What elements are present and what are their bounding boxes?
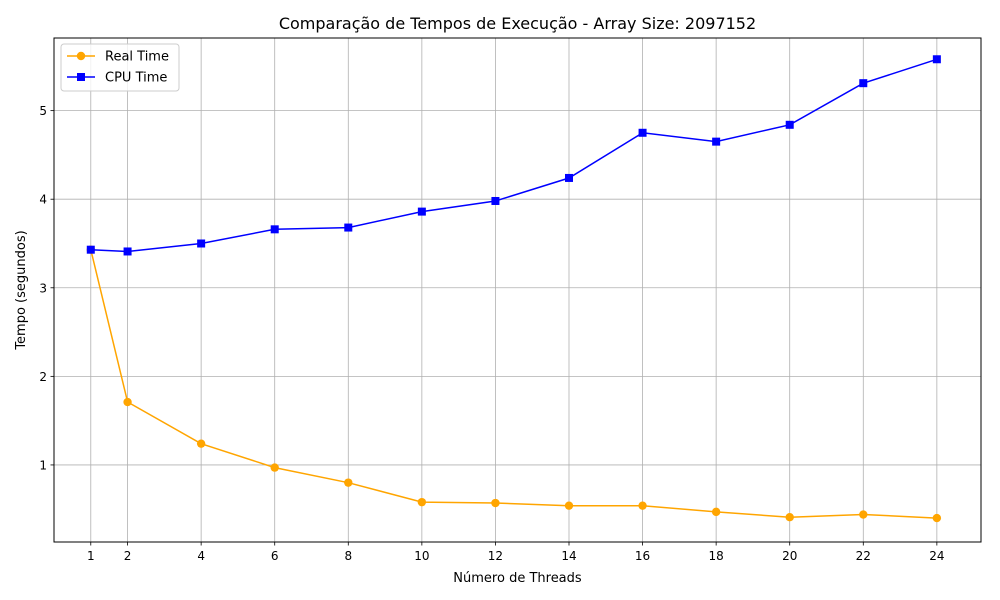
x-tick-label: 20 [782, 549, 797, 563]
data-point [712, 137, 721, 146]
data-point [491, 196, 500, 205]
plot-frame [53, 37, 982, 543]
data-point [86, 245, 95, 254]
x-tick-label: 24 [929, 549, 944, 563]
data-point [491, 498, 500, 508]
x-tick-label: 10 [414, 549, 429, 563]
x-axis-label: Número de Threads [453, 571, 582, 586]
data-point [344, 223, 353, 232]
y-tick-label: 2 [39, 370, 47, 384]
data-point [859, 79, 868, 88]
grid [54, 38, 981, 542]
data-point [123, 397, 132, 407]
data-point [785, 512, 794, 522]
y-tick-label: 3 [39, 281, 47, 295]
series-cpu-time [86, 55, 941, 256]
x-tick-label: 22 [856, 549, 871, 563]
data-point [417, 497, 427, 507]
legend-label: Real Time [105, 50, 169, 65]
legend-marker [76, 51, 86, 61]
x-tick-label: 1 [87, 549, 95, 563]
x-tick-label: 12 [488, 549, 503, 563]
legend-entry: CPU Time [67, 71, 167, 86]
data-point [638, 128, 647, 137]
data-point [344, 478, 353, 487]
series-layer [86, 55, 942, 523]
data-point [270, 463, 279, 472]
x-tick-label: 8 [344, 549, 352, 563]
data-point [123, 247, 132, 256]
data-point [564, 501, 574, 510]
data-point [932, 55, 941, 64]
data-point [565, 173, 573, 182]
x-tick-label: 6 [271, 549, 279, 563]
chart-title: Comparação de Tempos de Execução - Array… [279, 14, 756, 33]
data-point [417, 207, 426, 216]
y-tick-label: 1 [39, 458, 47, 472]
legend-marker [77, 73, 85, 81]
x-tick-label: 14 [561, 549, 576, 563]
data-point [270, 225, 279, 234]
data-point [932, 513, 942, 523]
data-point [197, 239, 206, 248]
x-tick-label: 18 [709, 549, 724, 563]
data-point [196, 439, 206, 448]
x-tick-label: 2 [124, 549, 132, 563]
data-point [785, 120, 794, 129]
legend-label: CPU Time [105, 71, 167, 86]
y-tick-label: 5 [39, 104, 47, 118]
legend: Real Time CPU Time [60, 43, 180, 92]
data-point [711, 507, 721, 517]
y-tick-label: 4 [39, 193, 47, 207]
legend-entry: Real Time [67, 50, 169, 65]
data-point [638, 501, 647, 510]
data-point [859, 510, 868, 519]
x-tick-label: 4 [197, 549, 205, 563]
y-axis-label: Tempo (segundos) [14, 230, 29, 350]
x-tick-label: 16 [635, 549, 650, 563]
